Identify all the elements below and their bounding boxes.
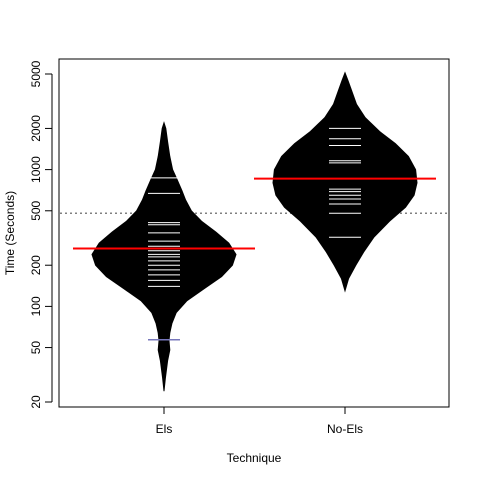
bean-density-shape [272,71,418,293]
y-tick-label: 100 [29,296,43,316]
y-tick-label: 2000 [29,115,43,142]
y-axis-title: Time (Seconds) [3,191,17,275]
y-axis: 20 50 100 200 500 1000 2000 5000 [29,60,53,409]
y-tick-label: 5000 [29,60,43,87]
y-tick-label: 20 [29,395,43,409]
y-tick-label: 200 [29,255,43,275]
y-tick-label: 1000 [29,156,43,183]
plot-frame [58,58,450,408]
x-tick-label: Els [156,422,173,436]
bean-els [73,121,255,392]
bean-no-els [254,71,436,293]
x-tick-label: No-Els [327,422,363,436]
x-axis: Els No-Els [156,407,363,436]
beans-group [73,71,436,392]
x-axis-title: Technique [227,451,282,465]
y-tick-label: 500 [29,200,43,220]
y-tick-label: 50 [29,341,43,355]
